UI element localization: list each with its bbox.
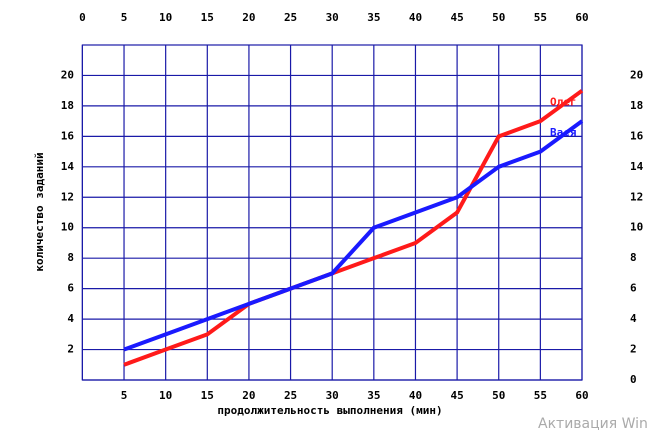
legend-label: Вася [550, 126, 577, 139]
x-tick-label-top: 20 [242, 11, 255, 24]
y-tick-label: 16 [61, 129, 75, 142]
x-tick-label-top: 50 [492, 11, 505, 24]
series-line [123, 119, 584, 352]
x-tick-label: 15 [201, 389, 214, 402]
y-tick-label: 6 [67, 282, 74, 295]
x-tick-label: 45 [450, 389, 463, 402]
y2-tick-label: 18 [630, 99, 643, 112]
y-tick-label: 2 [67, 343, 74, 356]
x-tick-label: 55 [534, 389, 547, 402]
y2-tick-label: 6 [630, 282, 637, 295]
y-tick-label: 18 [61, 99, 74, 112]
x-tick-label-top: 35 [367, 11, 380, 24]
y2-tick-label: 10 [630, 221, 643, 234]
x-tick-label: 35 [367, 389, 380, 402]
x-tick-label: 10 [159, 389, 172, 402]
y-tick-label: 8 [67, 251, 74, 264]
y2-tick-label: 2 [630, 343, 637, 356]
x-tick-label-top: 55 [534, 11, 547, 24]
legend-label: Олег [550, 96, 577, 109]
x-tick-label-top: 10 [159, 11, 172, 24]
y2-tick-label: 14 [630, 160, 644, 173]
series-line [123, 89, 584, 367]
y2-tick-label: 4 [630, 312, 637, 325]
y-tick-label: 20 [61, 68, 74, 81]
y-tick-label: 10 [61, 221, 74, 234]
x-tick-label-top: 25 [284, 11, 297, 24]
x-tick-label: 5 [121, 389, 128, 402]
y2-tick-label: 20 [630, 68, 643, 81]
x-tick-label-top: 15 [201, 11, 214, 24]
watermark: Активация Win [538, 416, 648, 431]
y2-tick-label: 8 [630, 251, 637, 264]
y-tick-label: 12 [61, 190, 74, 203]
y2-tick-label: 12 [630, 190, 643, 203]
y2-tick-label: 0 [630, 373, 637, 386]
y-tick-label: 14 [61, 160, 75, 173]
x-tick-label-top: 45 [450, 11, 463, 24]
x-tick-label-top: 60 [575, 11, 588, 24]
x-tick-label-top: 30 [326, 11, 339, 24]
y-axis-label: количество заданий [33, 152, 46, 271]
x-tick-label: 20 [242, 389, 255, 402]
y2-tick-label: 16 [630, 129, 644, 142]
x-tick-label: 25 [284, 389, 297, 402]
x-tick-label-top: 40 [409, 11, 422, 24]
y-tick-label: 4 [67, 312, 74, 325]
x-tick-label: 50 [492, 389, 505, 402]
x-tick-label: 60 [575, 389, 588, 402]
x-tick-label-top: 5 [121, 11, 128, 24]
x-tick-label: 40 [409, 389, 422, 402]
x-tick-label-top: 0 [79, 11, 86, 24]
x-tick-label: 30 [326, 389, 339, 402]
x-axis-label: продолжительность выполнения (мин) [217, 404, 442, 417]
